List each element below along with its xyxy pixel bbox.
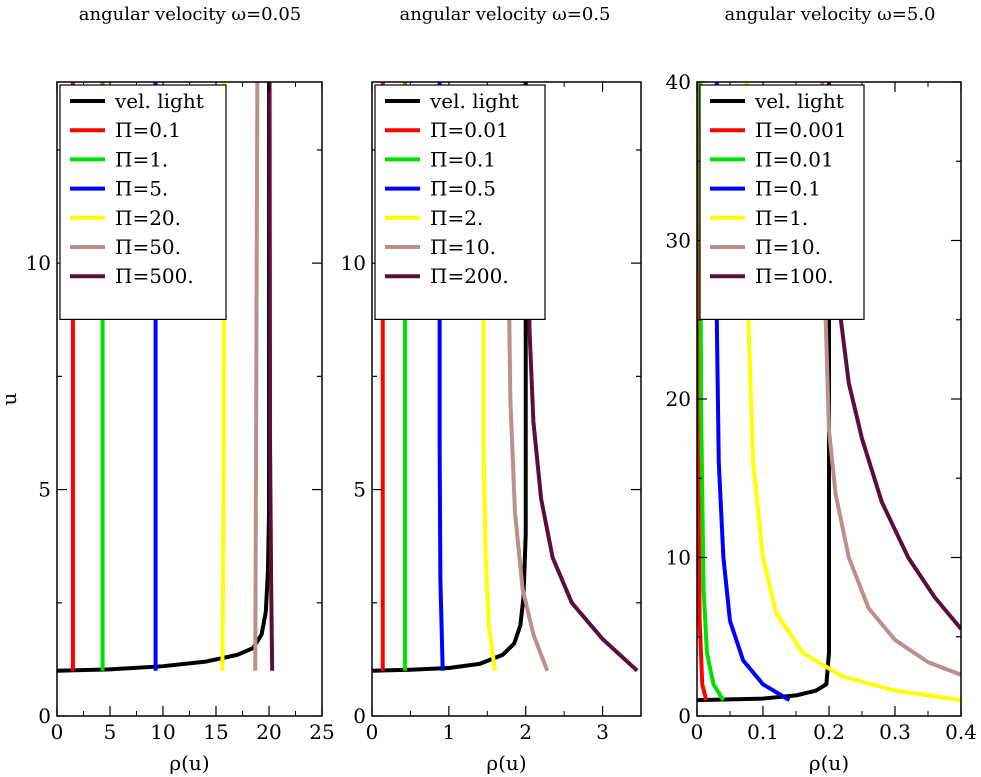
legend-label: Π=1. bbox=[755, 206, 808, 230]
legend-label: vel. light bbox=[114, 89, 204, 113]
y-tick-label: 40 bbox=[666, 70, 691, 94]
y-tick-label: 10 bbox=[26, 251, 51, 275]
legend-label: Π=0.01 bbox=[430, 118, 509, 142]
series-group bbox=[57, 82, 275, 673]
series-line-7 bbox=[267, 82, 275, 671]
legend-label: Π=500. bbox=[115, 264, 194, 288]
series-line-7 bbox=[525, 240, 639, 673]
y-tick-label: 30 bbox=[666, 229, 691, 253]
legend-label: Π=2. bbox=[430, 206, 483, 230]
y-tick-label: 5 bbox=[38, 478, 51, 502]
series-line-6 bbox=[506, 285, 550, 672]
legend-label: Π=20. bbox=[115, 206, 181, 230]
chart-panel-3: angular velocity ω=5.0 0 0.1 0.2 0.3 0.4 0 10 20… bbox=[666, 4, 977, 775]
legend-label: Π=0.1 bbox=[755, 177, 821, 201]
legend-box bbox=[374, 84, 546, 320]
x-tick-label: 20 bbox=[256, 720, 281, 744]
legend-label: Π=0.001 bbox=[755, 118, 846, 142]
legend-label: Π=0.1 bbox=[115, 118, 181, 142]
series-line-5 bbox=[481, 308, 497, 671]
series-line-6 bbox=[253, 82, 260, 671]
series-line-5 bbox=[744, 82, 961, 703]
x-axis-label: ρ(u) bbox=[169, 751, 209, 775]
legend: vel. light Π=0.01 Π=0.1 Π=0.5 Π=2. Π=10. Π=200… bbox=[374, 84, 546, 320]
legend: vel. light Π=0.001 Π=0.01 Π=0.1 Π=1. Π=10. Π=1… bbox=[699, 84, 865, 320]
x-tick-label: 25 bbox=[309, 720, 334, 744]
legend-box bbox=[699, 84, 865, 320]
legend-label: Π=5. bbox=[115, 177, 168, 201]
legend-label: Π=10. bbox=[755, 235, 821, 259]
y-tick-label: 0 bbox=[678, 704, 691, 728]
chart-title: angular velocity ω=0.05 bbox=[79, 4, 301, 25]
x-tick-label: 2 bbox=[519, 720, 532, 744]
legend-label: vel. light bbox=[754, 89, 844, 113]
chart-title: angular velocity ω=0.5 bbox=[399, 4, 610, 25]
legend-label: Π=100. bbox=[755, 264, 834, 288]
legend-label: Π=0.01 bbox=[755, 147, 834, 171]
x-tick-label: 15 bbox=[203, 720, 228, 744]
plot-frame bbox=[371, 81, 642, 717]
series-line-1 bbox=[372, 82, 528, 673]
x-tick-label: 0 bbox=[366, 720, 379, 744]
legend-label: Π=0.5 bbox=[430, 177, 496, 201]
legend-box bbox=[59, 84, 227, 320]
x-tick-label: 0 bbox=[51, 720, 64, 744]
legend-label: Π=50. bbox=[115, 235, 181, 259]
y-tick-label: 5 bbox=[353, 478, 366, 502]
x-axis-label: ρ(u) bbox=[486, 751, 526, 775]
legend: vel. light Π=0.1 Π=1. Π=5. Π=20. Π=50. Π=500. bbox=[59, 84, 227, 320]
series-line-6 bbox=[820, 82, 961, 677]
x-axis-label: ρ(u) bbox=[809, 751, 849, 775]
x-tick-label: 1 bbox=[442, 720, 455, 744]
legend-label: Π=10. bbox=[430, 235, 496, 259]
y-tick-label: 20 bbox=[666, 387, 691, 411]
series-line-4 bbox=[714, 82, 791, 702]
x-tick-label: 0.3 bbox=[879, 720, 911, 744]
y-tick-label: 0 bbox=[353, 704, 366, 728]
x-tick-label: 3 bbox=[596, 720, 609, 744]
legend-label: Π=1. bbox=[115, 147, 168, 171]
y-tick-label: 0 bbox=[38, 704, 51, 728]
y-tick-label: 10 bbox=[666, 546, 691, 570]
series-line-1 bbox=[697, 82, 831, 703]
y-axis-label: u bbox=[0, 392, 21, 405]
x-tick-label: 0.1 bbox=[747, 720, 779, 744]
x-tick-label: 0 bbox=[691, 720, 704, 744]
chart-title: angular velocity ω=5.0 bbox=[724, 4, 935, 25]
series-line-2 bbox=[697, 82, 709, 701]
x-tick-label: 0.4 bbox=[945, 720, 977, 744]
series-line-3 bbox=[698, 82, 726, 702]
x-tick-label: 10 bbox=[150, 720, 175, 744]
y-tick-label: 10 bbox=[341, 251, 366, 275]
x-tick-label: 0.2 bbox=[813, 720, 845, 744]
series-line-1 bbox=[57, 82, 271, 673]
legend-label: Π=0.1 bbox=[430, 147, 496, 171]
chart-panel-2: angular velocity ω=0.5 0 1 2 3 0 5 10 ρ(u) vel. l… bbox=[341, 4, 642, 775]
x-tick-label: 5 bbox=[104, 720, 117, 744]
legend-label: Π=200. bbox=[430, 264, 509, 288]
legend-label: vel. light bbox=[429, 89, 519, 113]
chart-panel-1: angular velocity ω=0.05 0 5 10 15 20 25 0 5 10 ρ(u… bbox=[0, 4, 335, 775]
